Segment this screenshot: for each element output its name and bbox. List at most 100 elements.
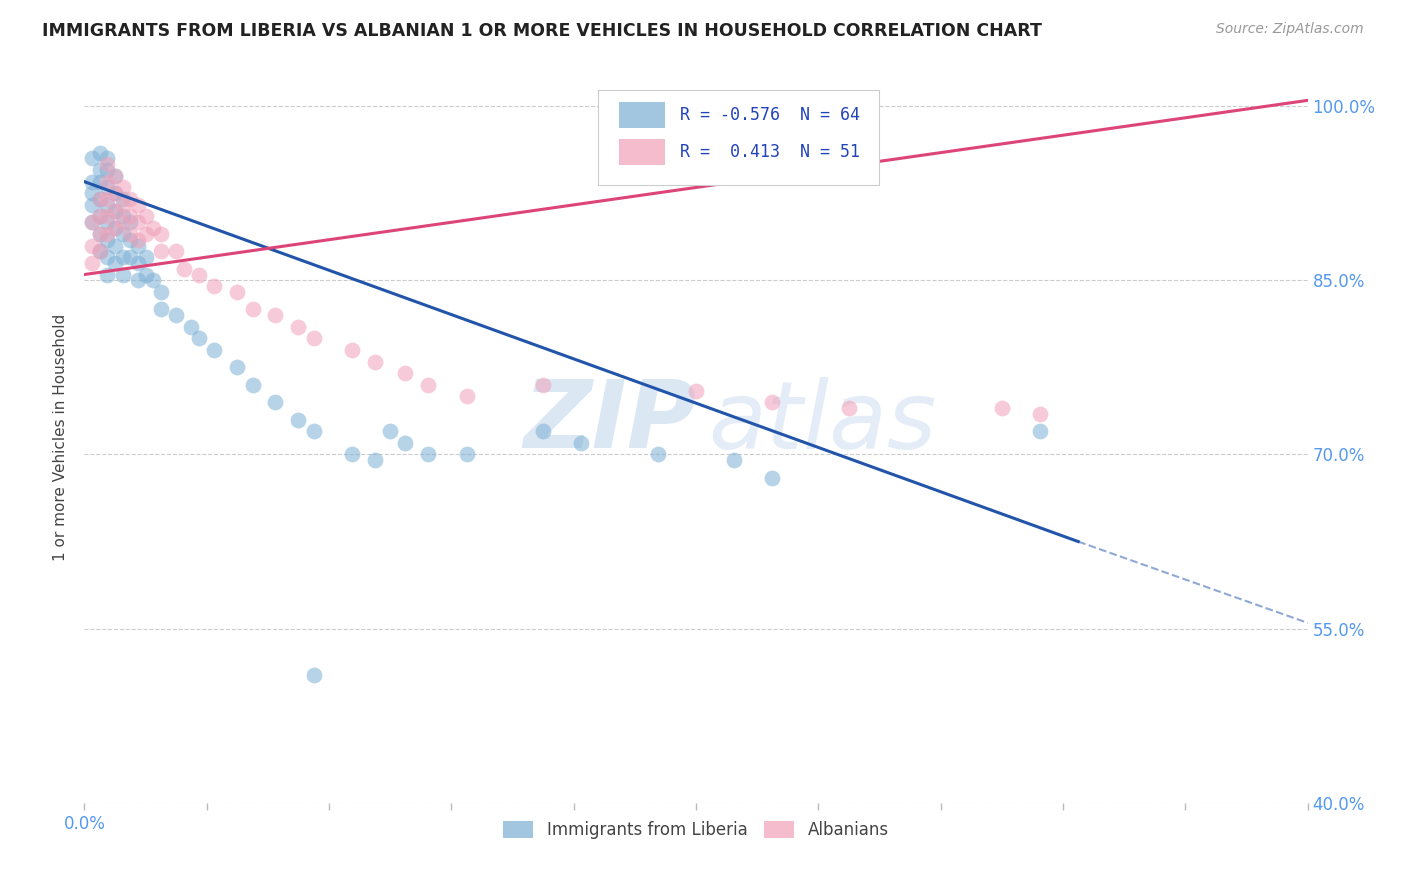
Text: R =  0.413  N = 51: R = 0.413 N = 51 [681,143,860,161]
Point [1029,407,1052,421]
Point [120,192,142,206]
Point [104,221,127,235]
Point [111,250,134,264]
Point [202,343,225,357]
Point [242,377,264,392]
Point [80,175,103,189]
Point [302,668,325,682]
Point [120,210,142,224]
Point [380,424,402,438]
Point [226,360,249,375]
Point [394,436,416,450]
Point [80,238,103,252]
Point [418,377,440,392]
Point [89,192,111,206]
Point [173,261,195,276]
Point [80,215,103,229]
Point [226,285,249,299]
Point [761,395,783,409]
Point [149,244,172,259]
Point [569,436,592,450]
Point [1029,424,1052,438]
Point [188,268,211,282]
Point [531,424,554,438]
Point [111,210,134,224]
Point [89,227,111,241]
Point [96,192,118,206]
Point [89,145,111,160]
Point [111,180,134,194]
Point [89,175,111,189]
Point [120,215,142,229]
FancyBboxPatch shape [598,90,880,185]
Point [264,395,287,409]
Point [89,163,111,178]
Point [89,244,111,259]
Point [685,384,707,398]
Point [264,308,287,322]
Point [287,412,309,426]
Point [96,175,118,189]
Point [89,244,111,259]
Point [104,203,127,218]
Point [80,186,103,201]
Point [364,354,387,368]
Point [761,471,783,485]
Text: R = -0.576  N = 64: R = -0.576 N = 64 [681,106,860,124]
Point [149,302,172,317]
Point [127,215,149,229]
Point [127,256,149,270]
Text: Source: ZipAtlas.com: Source: ZipAtlas.com [1216,22,1364,37]
Point [89,210,111,224]
Text: ZIP: ZIP [523,376,696,468]
Point [340,343,363,357]
Point [142,273,165,287]
Point [120,233,142,247]
FancyBboxPatch shape [619,139,665,165]
Point [531,377,554,392]
Point [287,319,309,334]
Point [89,210,111,224]
Point [142,221,165,235]
Point [302,331,325,345]
Point [96,250,118,264]
Point [135,227,157,241]
Point [418,448,440,462]
Point [111,227,134,241]
Point [364,453,387,467]
Point [991,401,1014,415]
Point [96,227,118,241]
Y-axis label: 1 or more Vehicles in Household: 1 or more Vehicles in Household [53,313,69,561]
Point [89,227,111,241]
Point [120,250,142,264]
Point [202,279,225,293]
Point [96,215,118,229]
Point [104,169,127,183]
Point [242,302,264,317]
Point [96,210,118,224]
Point [111,268,134,282]
Point [135,268,157,282]
Point [96,198,118,212]
Point [647,448,669,462]
Point [149,227,172,241]
Point [120,227,142,241]
Point [104,203,127,218]
Point [135,210,157,224]
Legend: Immigrants from Liberia, Albanians: Immigrants from Liberia, Albanians [496,814,896,846]
Point [104,221,127,235]
Point [80,256,103,270]
Point [104,169,127,183]
Point [111,198,134,212]
Point [188,331,211,345]
FancyBboxPatch shape [619,103,665,128]
Point [96,268,118,282]
Point [89,192,111,206]
Point [104,186,127,201]
Text: IMMIGRANTS FROM LIBERIA VS ALBANIAN 1 OR MORE VEHICLES IN HOUSEHOLD CORRELATION : IMMIGRANTS FROM LIBERIA VS ALBANIAN 1 OR… [42,22,1042,40]
Point [96,233,118,247]
Point [127,233,149,247]
Text: atlas: atlas [709,377,936,468]
Point [135,250,157,264]
Point [456,389,478,403]
